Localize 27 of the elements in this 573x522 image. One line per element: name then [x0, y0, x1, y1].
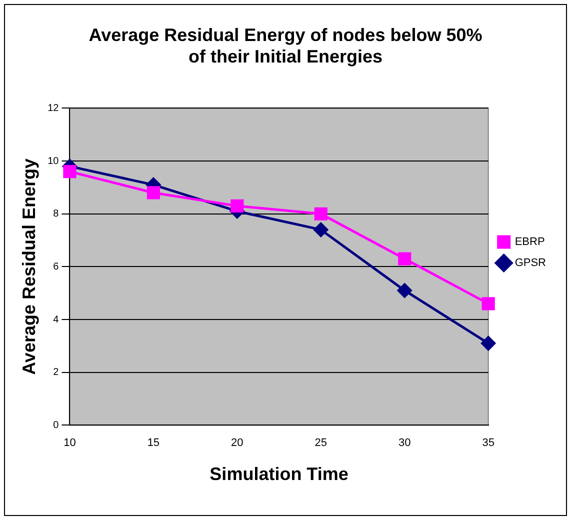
y-tick-label: 2 [53, 367, 60, 378]
point [314, 222, 328, 237]
point [482, 297, 495, 310]
y-axis-title: Average Residual Energy [18, 158, 39, 375]
y-tick-label: 6 [53, 261, 60, 272]
x-tick-label: 15 [147, 436, 160, 449]
legend-label: GPSR [514, 257, 546, 270]
legend-label: EBRP [514, 236, 545, 248]
y-tick-label: 4 [53, 314, 60, 326]
y-tick-label: 8 [53, 208, 60, 220]
point [314, 207, 328, 220]
x-tick-label: 35 [482, 436, 494, 449]
chart-title: Average Residual Energy of nodes below 50% of their Initial Energies [88, 24, 482, 66]
y-tick-label: 0 [53, 420, 60, 431]
x-tick-label: 20 [231, 436, 244, 449]
point [397, 283, 412, 298]
point [230, 199, 244, 212]
point [398, 252, 412, 266]
y-tick-label: 12 [48, 102, 60, 114]
x-axis-title: Simulation Time [210, 464, 348, 484]
point [63, 165, 76, 178]
x-tick-label: 25 [314, 436, 328, 449]
point [146, 186, 160, 200]
x-tick-label: 30 [398, 436, 411, 449]
y-tick-label: 10 [48, 156, 60, 167]
x-tick-label: 10 [64, 436, 76, 449]
point [481, 336, 496, 351]
